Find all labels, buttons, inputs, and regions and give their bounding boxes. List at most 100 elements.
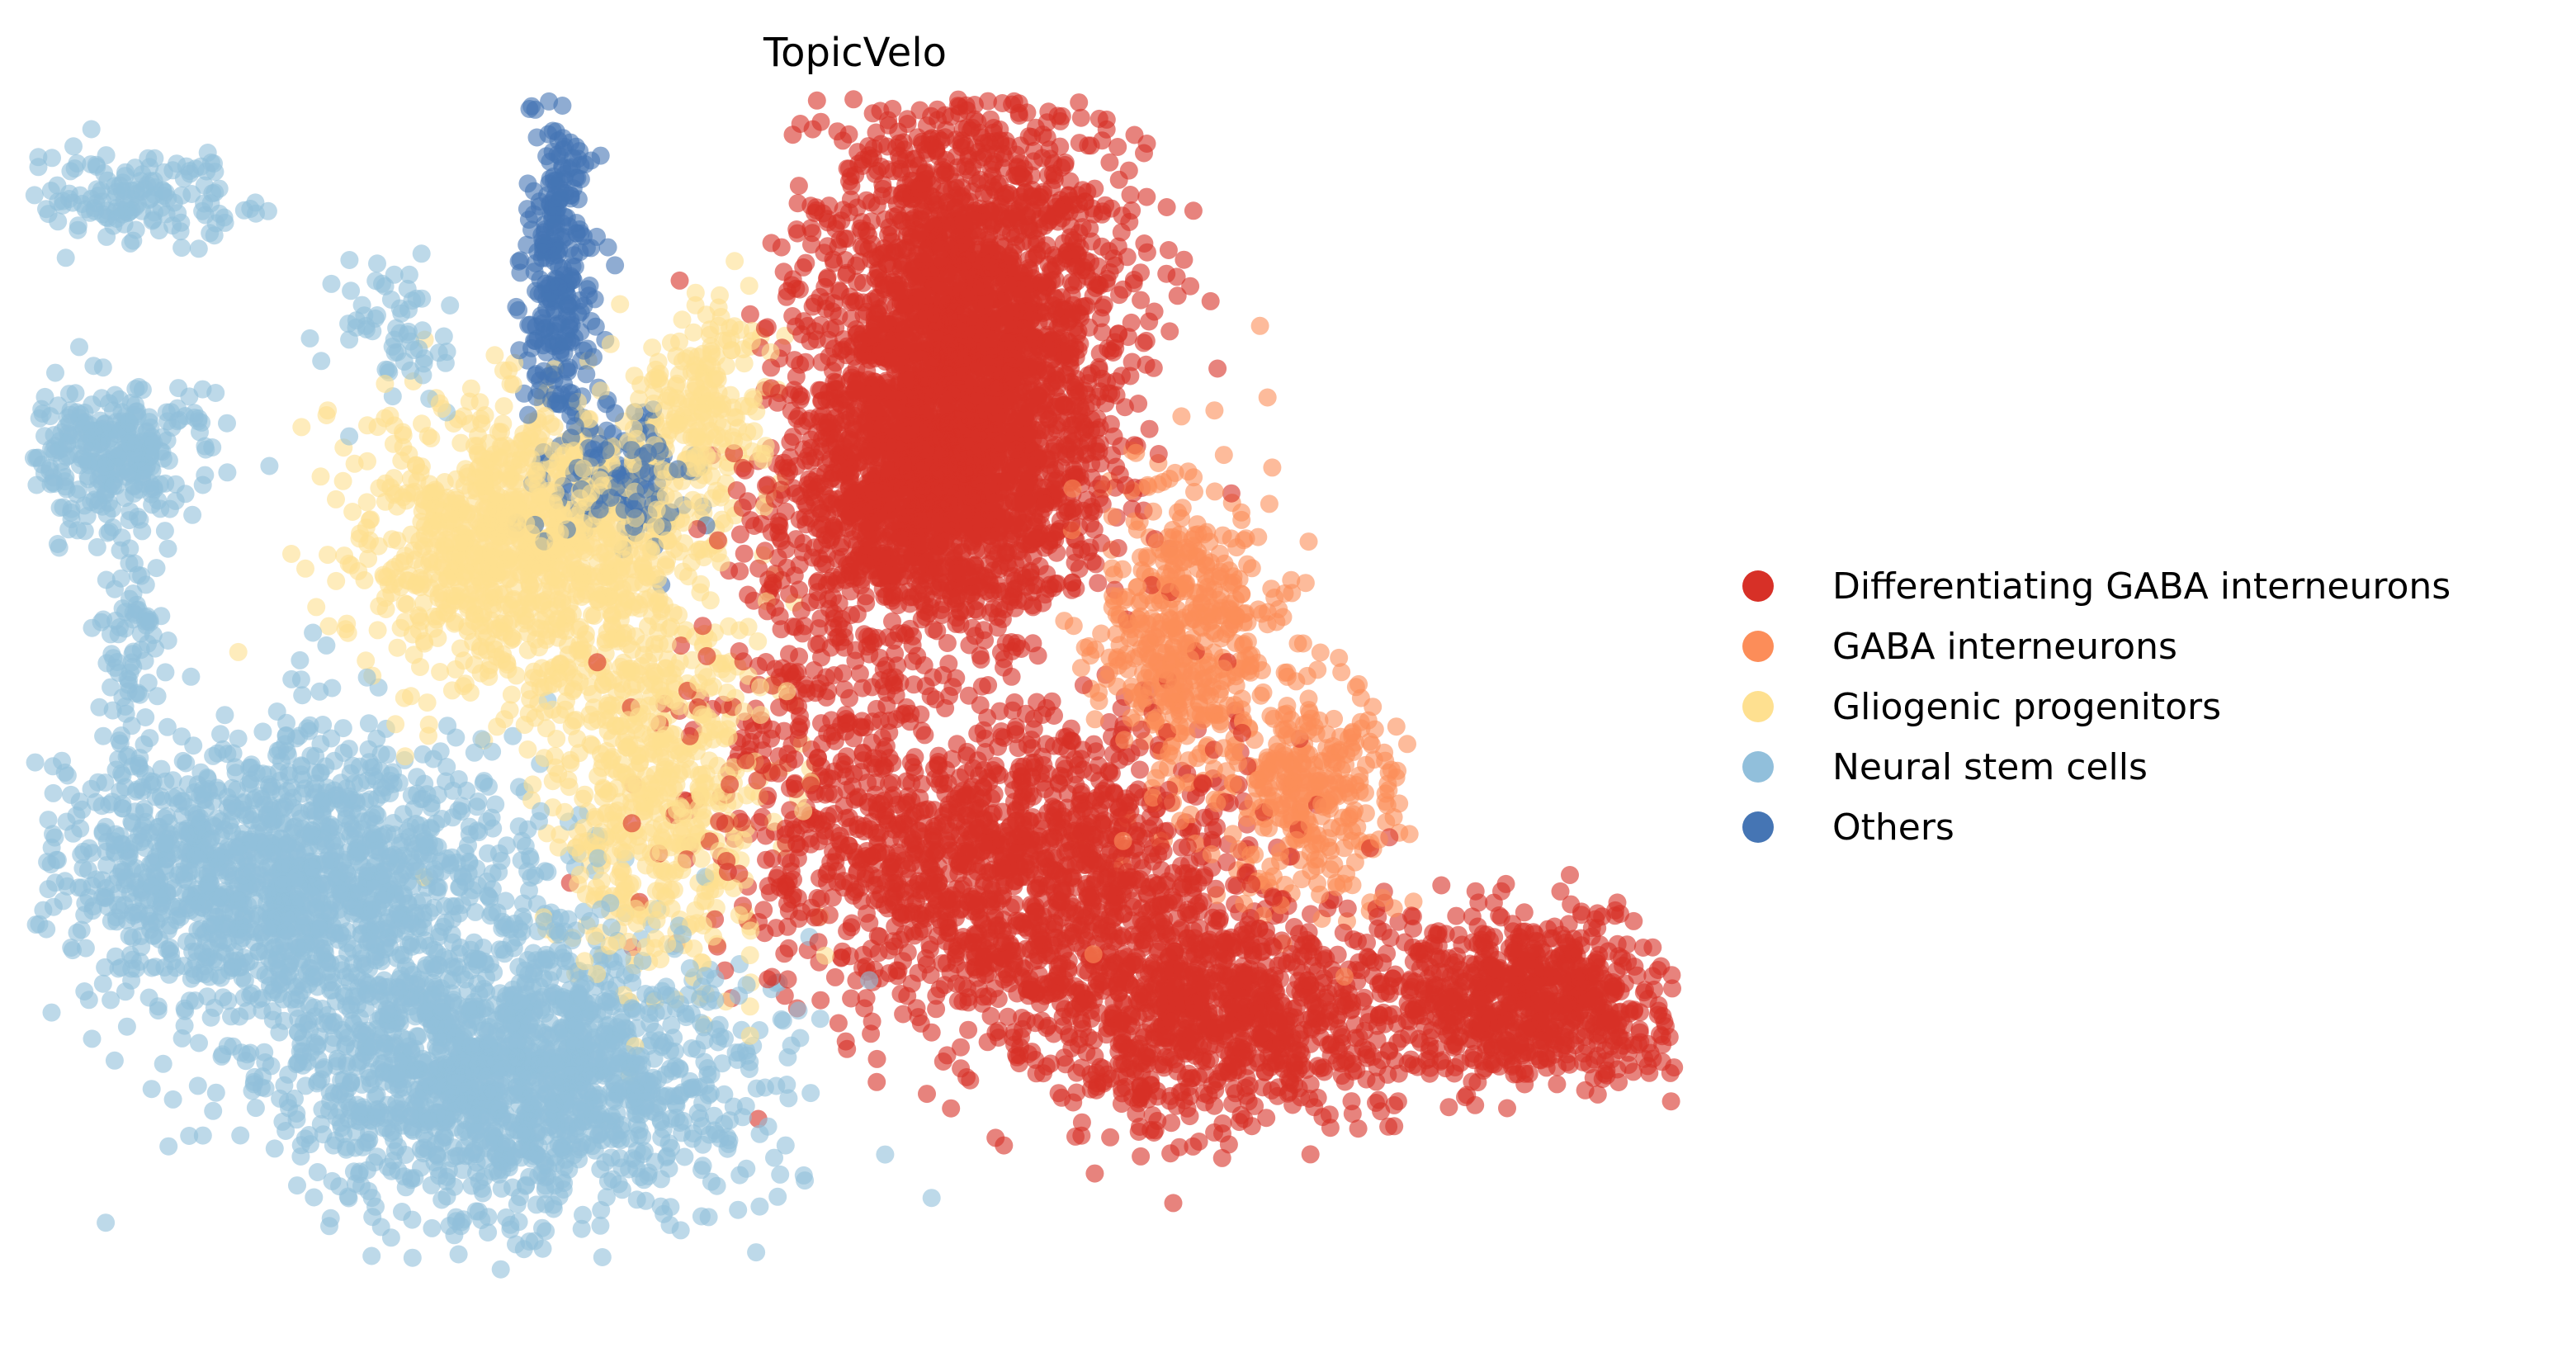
scatter-point <box>73 858 92 877</box>
scatter-point <box>97 1213 116 1232</box>
scatter-point <box>734 830 753 849</box>
scatter-point <box>740 277 759 296</box>
scatter-point <box>1301 1145 1320 1164</box>
scatter-point <box>643 338 662 357</box>
scatter-point <box>1288 634 1307 653</box>
scatter-point <box>282 545 300 563</box>
scatter-point <box>368 621 387 640</box>
scatter-point <box>1349 1119 1368 1138</box>
scatter-point <box>44 783 63 802</box>
scatter-point <box>867 1072 886 1091</box>
scatter-point <box>87 537 106 556</box>
scatter-point <box>740 946 759 965</box>
scatter-point <box>593 1248 612 1266</box>
scatter-point <box>918 1085 936 1104</box>
scatter-point <box>182 667 201 686</box>
scatter-point <box>771 1165 790 1184</box>
scatter-point <box>1404 892 1423 911</box>
scatter-point <box>754 901 773 920</box>
scatter-point <box>1447 906 1466 925</box>
scatter-point <box>229 729 248 748</box>
scatter-point <box>1342 1092 1361 1111</box>
scatter-point <box>25 186 44 205</box>
scatter-point <box>1157 198 1176 216</box>
scatter-point <box>218 414 236 433</box>
scatter-point <box>70 338 88 357</box>
scatter-point <box>1432 876 1451 895</box>
scatter-point <box>750 1197 769 1216</box>
scatter-point <box>93 974 112 993</box>
scatter-point <box>606 256 625 275</box>
scatter-point <box>1121 186 1140 204</box>
scatter-point <box>296 559 314 578</box>
scatter-point <box>1074 676 1093 694</box>
scatter-point <box>876 1145 895 1164</box>
scatter-point <box>320 1217 338 1236</box>
scatter-point <box>472 730 491 749</box>
scatter-point <box>333 471 352 490</box>
scatter-point <box>358 416 376 435</box>
scatter-point <box>1071 659 1090 678</box>
scatter-point <box>434 327 453 346</box>
scatter-point <box>399 265 418 284</box>
scatter-point <box>1181 277 1200 296</box>
scatter-point <box>789 177 808 196</box>
scatter-point <box>829 1014 848 1033</box>
scatter-point <box>102 991 121 1010</box>
scatter-point <box>190 1033 208 1052</box>
scatter-point <box>735 544 754 563</box>
scatter-point <box>503 726 522 745</box>
scatter-point <box>1496 874 1515 893</box>
scatter-point <box>368 254 386 273</box>
scatter-point <box>340 427 359 446</box>
scatter-point <box>158 539 177 558</box>
scatter-point <box>740 305 759 324</box>
scatter-point <box>1551 882 1570 901</box>
scatter-point <box>1045 707 1063 725</box>
scatter-point <box>1439 1098 1458 1117</box>
scatter-point <box>319 617 338 636</box>
scatter-point <box>707 1176 726 1195</box>
scatter-point <box>999 1007 1018 1026</box>
scatter-points <box>24 90 1684 1279</box>
scatter-point <box>156 663 175 682</box>
scatter-point <box>715 1085 734 1104</box>
scatter-point <box>1330 648 1349 667</box>
scatter-point <box>726 252 744 271</box>
scatter-point <box>1238 555 1257 574</box>
scatter-point <box>403 1248 422 1267</box>
scatter-point <box>49 212 68 231</box>
scatter-point <box>215 706 234 725</box>
scatter-point <box>388 638 407 657</box>
scatter-point <box>491 1260 510 1279</box>
scatter-point <box>1132 1147 1151 1166</box>
scatter-point <box>1387 717 1406 736</box>
chart-title: TopicVelo <box>763 30 947 76</box>
scatter-point <box>140 729 159 748</box>
scatter-point <box>883 612 901 631</box>
scatter-point <box>293 686 312 705</box>
scatter-point <box>1175 250 1193 269</box>
scatter-point <box>781 433 800 452</box>
scatter-point <box>163 1090 182 1109</box>
scatter-point <box>922 1189 941 1208</box>
scatter-point <box>43 149 61 168</box>
scatter-point <box>1296 574 1315 593</box>
scatter-point <box>386 715 405 734</box>
scatter-point <box>801 1084 820 1103</box>
scatter-point <box>1201 291 1220 310</box>
scatter-point <box>1212 1148 1231 1167</box>
scatter-point <box>502 685 521 704</box>
scatter-point <box>362 1246 381 1265</box>
scatter-point <box>811 991 830 1010</box>
scatter-point <box>82 120 101 139</box>
scatter-point <box>776 1136 795 1155</box>
scatter-point <box>94 726 113 745</box>
scatter-point <box>1398 735 1416 754</box>
scatter-point <box>1091 309 1110 328</box>
scatter-point <box>1162 1114 1181 1133</box>
scatter-point <box>1661 1092 1680 1111</box>
scatter-point <box>154 1054 173 1073</box>
scatter-point <box>46 363 64 382</box>
